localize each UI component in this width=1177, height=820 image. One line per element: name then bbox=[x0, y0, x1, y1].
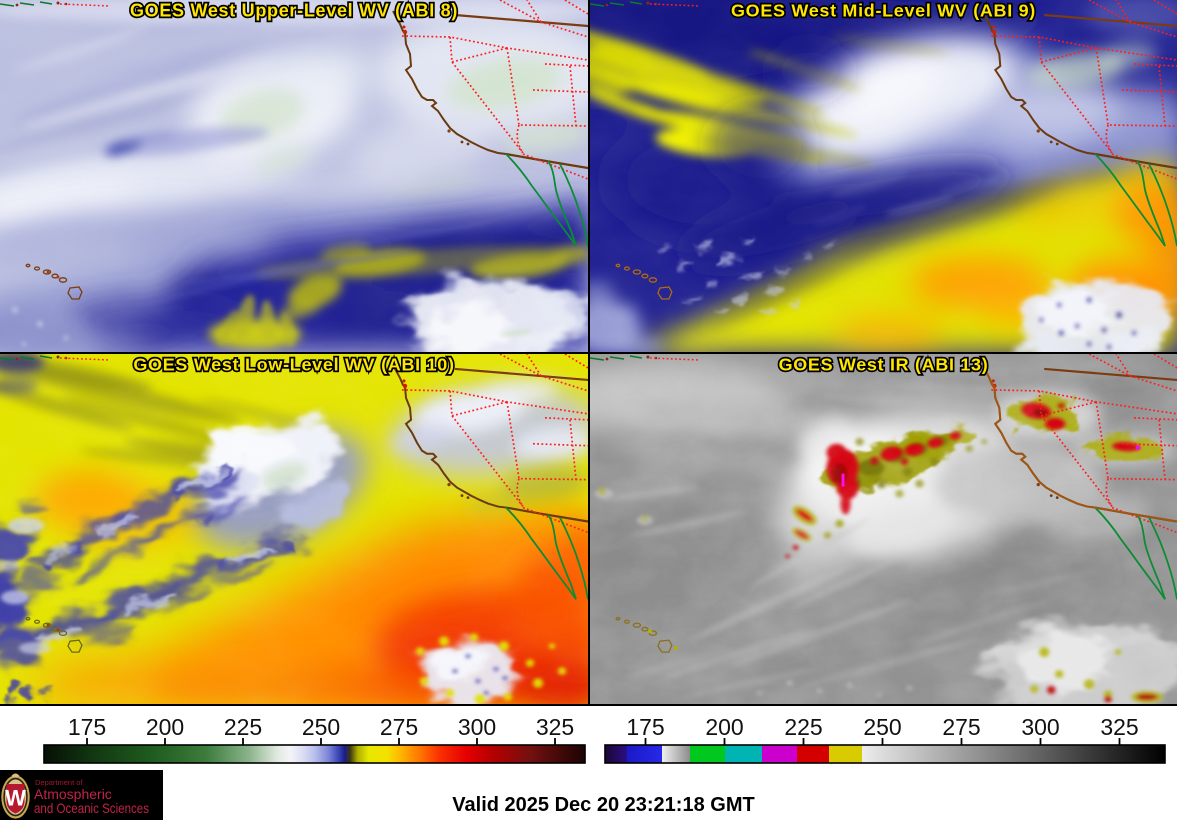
svg-text:300: 300 bbox=[458, 714, 496, 740]
svg-text:and Oceanic Sciences: and Oceanic Sciences bbox=[34, 800, 149, 816]
svg-text:275: 275 bbox=[942, 714, 980, 740]
svg-text:Atmospheric: Atmospheric bbox=[34, 786, 112, 802]
svg-text:225: 225 bbox=[224, 714, 262, 740]
svg-text:175: 175 bbox=[626, 714, 664, 740]
svg-text:Department of: Department of bbox=[35, 778, 83, 787]
svg-text:175: 175 bbox=[68, 714, 106, 740]
svg-text:250: 250 bbox=[302, 714, 340, 740]
svg-text:W: W bbox=[5, 786, 26, 811]
svg-text:300: 300 bbox=[1021, 714, 1059, 740]
svg-text:325: 325 bbox=[1100, 714, 1138, 740]
svg-text:250: 250 bbox=[863, 714, 901, 740]
svg-text:200: 200 bbox=[146, 714, 184, 740]
svg-text:GOES West Upper-Level WV (ABI: GOES West Upper-Level WV (ABI 8) bbox=[130, 1, 458, 21]
svg-text:325: 325 bbox=[536, 714, 574, 740]
svg-text:GOES West Low-Level WV (ABI 10: GOES West Low-Level WV (ABI 10) bbox=[133, 354, 454, 374]
svg-text:225: 225 bbox=[784, 714, 822, 740]
svg-text:GOES West Mid-Level WV (ABI 9): GOES West Mid-Level WV (ABI 9) bbox=[731, 0, 1036, 20]
svg-text:GOES West IR (ABI 13): GOES West IR (ABI 13) bbox=[779, 354, 989, 374]
svg-text:275: 275 bbox=[380, 714, 418, 740]
svg-text:200: 200 bbox=[705, 714, 743, 740]
